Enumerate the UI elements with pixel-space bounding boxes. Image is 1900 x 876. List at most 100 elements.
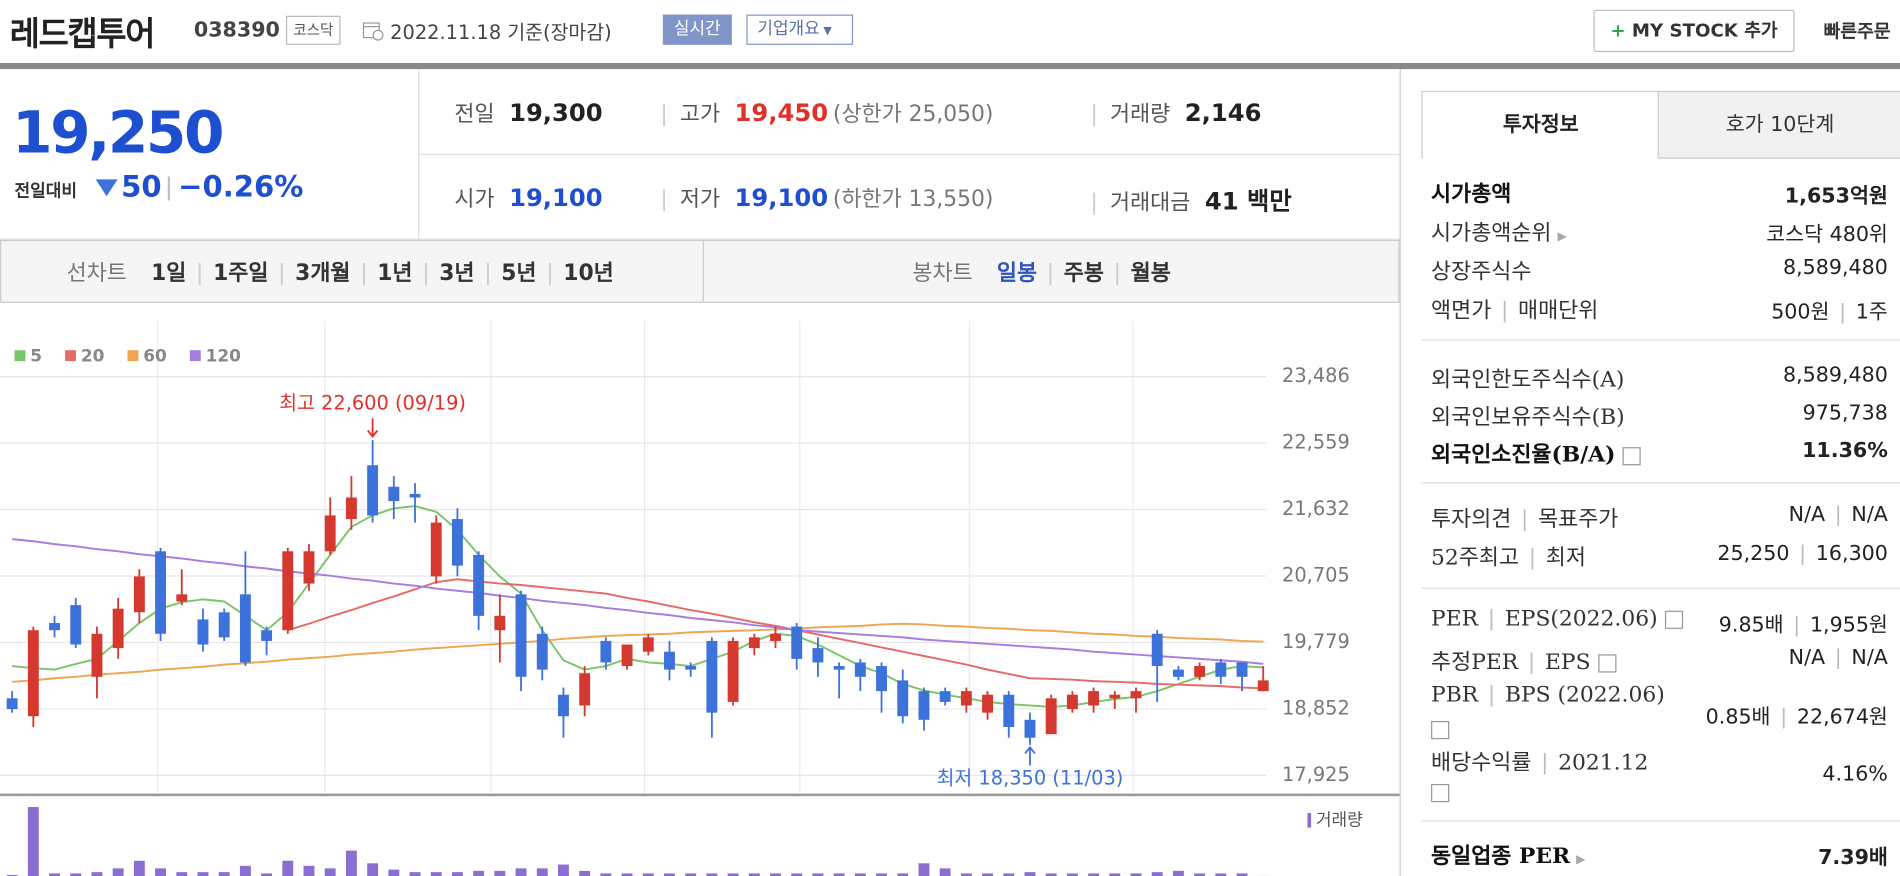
- info-label-part: 배당수익률: [1431, 750, 1532, 776]
- volume-bar: [621, 873, 633, 876]
- info-label: 배당수익률 | 2021.12: [1431, 745, 1648, 777]
- tab-group: 선차트 1일 | 1주일 | 3개월 | 1년 | 3년 | 5년 | 10년: [67, 256, 614, 288]
- info-value: 975,738: [1803, 401, 1888, 425]
- moving-average-line: [12, 622, 1264, 683]
- volume-bar: [642, 873, 654, 876]
- info-label-part: EPS(2022.06): [1504, 605, 1658, 632]
- help-icon[interactable]: [1664, 610, 1684, 629]
- candle-body: [1236, 662, 1248, 677]
- volume-bar: [833, 873, 845, 876]
- volume-bar: [473, 870, 485, 876]
- y-tick-label: 23,486: [1282, 364, 1350, 387]
- separator: |: [1113, 260, 1121, 286]
- info-label-part: EPS: [1544, 649, 1591, 675]
- info-label-part: 2021.12: [1558, 750, 1649, 776]
- field-value: 19,300: [509, 98, 603, 128]
- period-tab[interactable]: 5년: [501, 260, 537, 286]
- section-divider: [1421, 820, 1900, 822]
- separator: |: [1527, 649, 1536, 675]
- volume-bar: [324, 868, 336, 876]
- info-value-part: N/A: [1788, 502, 1826, 528]
- separator: |: [1834, 502, 1842, 528]
- info-value: 9.85배 | 1,955원: [1719, 607, 1888, 637]
- volume-bar: [897, 873, 909, 876]
- separator: |: [196, 260, 204, 286]
- period-tab[interactable]: 1주일: [213, 260, 269, 286]
- volume-bar: [1151, 872, 1163, 876]
- y-tick-label: 17,925: [1282, 763, 1350, 786]
- volume-bar: [1215, 873, 1227, 876]
- period-tab[interactable]: 주봉: [1063, 260, 1104, 286]
- volume-bar: [939, 868, 951, 876]
- period-tab[interactable]: 3개월: [295, 260, 351, 286]
- company-button[interactable]: 기업개요 ▼: [746, 14, 854, 45]
- realtime-button[interactable]: 실시간: [662, 14, 732, 45]
- period-tab[interactable]: 일봉: [996, 260, 1038, 286]
- y-tick-label: 21,632: [1282, 497, 1350, 520]
- volume-bar: [1172, 870, 1184, 876]
- help-icon[interactable]: [1597, 653, 1616, 672]
- volume-bar: [960, 873, 972, 876]
- info-label: 외국인소진율(B/A): [1431, 437, 1641, 469]
- help-icon[interactable]: [1431, 720, 1450, 740]
- volume-bar: [1003, 873, 1015, 876]
- help-icon[interactable]: [1622, 446, 1641, 465]
- info-label: 52주최고 | 최저: [1431, 540, 1586, 572]
- candle-body: [600, 640, 612, 663]
- info-value-part: 11.36%: [1802, 438, 1888, 463]
- current-price: 19,250: [12, 99, 224, 168]
- info-value-part: 1,955원: [1809, 613, 1888, 638]
- candle-body: [621, 644, 633, 667]
- high-arrow: [367, 418, 379, 438]
- change-rate: −0.26%: [178, 169, 304, 204]
- separator: |: [278, 260, 286, 286]
- volume-bar: [1194, 873, 1206, 876]
- candle-body: [536, 633, 548, 670]
- info-label: 상장주식수: [1431, 254, 1531, 286]
- candle-body: [218, 612, 230, 638]
- separator: |: [1046, 260, 1055, 286]
- period-tab[interactable]: 1년: [377, 260, 413, 286]
- volume-bar: [685, 873, 697, 876]
- volume-bar: [409, 872, 421, 876]
- volume-bar: [388, 869, 400, 876]
- info-value: N/A | N/A: [1789, 646, 1888, 670]
- separator: |: [1834, 645, 1842, 671]
- help-icon[interactable]: [1431, 783, 1450, 803]
- candle-body: [91, 633, 103, 677]
- info-value-part: 7.39배: [1818, 845, 1888, 871]
- volume-bar: [1088, 873, 1100, 876]
- volume-bar: [1109, 873, 1121, 876]
- info-value-part: 8,589,480: [1783, 363, 1888, 388]
- field-label: 고가: [679, 101, 721, 128]
- section-divider: [1421, 339, 1900, 341]
- period-tab[interactable]: 3년: [439, 260, 475, 286]
- field-value: 19,450: [734, 98, 829, 128]
- period-tab[interactable]: 월봉: [1130, 260, 1171, 286]
- candle-body: [70, 605, 82, 645]
- legend-swatch: [127, 350, 139, 362]
- volume-bar: [515, 868, 527, 876]
- volume-bar: [748, 873, 760, 876]
- separator: |: [1090, 101, 1098, 128]
- info-label-part: 추정PER: [1431, 649, 1519, 675]
- volume-bar: [451, 872, 463, 876]
- period-tab[interactable]: 10년: [563, 260, 614, 286]
- info-tab[interactable]: 호가 10단계: [1657, 90, 1900, 159]
- my-stock-button[interactable]: + MY STOCK 추가: [1593, 9, 1795, 53]
- info-label-part: BPS (2022.06): [1504, 682, 1665, 708]
- candle-body: [1172, 669, 1184, 677]
- candle-body: [770, 633, 781, 641]
- separator: |: [1090, 190, 1098, 216]
- info-tab[interactable]: 투자정보: [1421, 90, 1661, 159]
- quick-order[interactable]: 빠른주문: [1823, 20, 1891, 43]
- volume-bar: [430, 872, 442, 876]
- volume-bar: [536, 868, 548, 876]
- field-label: 저가: [679, 186, 721, 213]
- separator: |: [1500, 298, 1509, 324]
- info-value-part: 코스닥 480위: [1766, 222, 1888, 248]
- info-label-part: PBR: [1431, 682, 1479, 708]
- field-value: 41 백만: [1204, 186, 1292, 216]
- period-tab[interactable]: 1일: [151, 260, 187, 286]
